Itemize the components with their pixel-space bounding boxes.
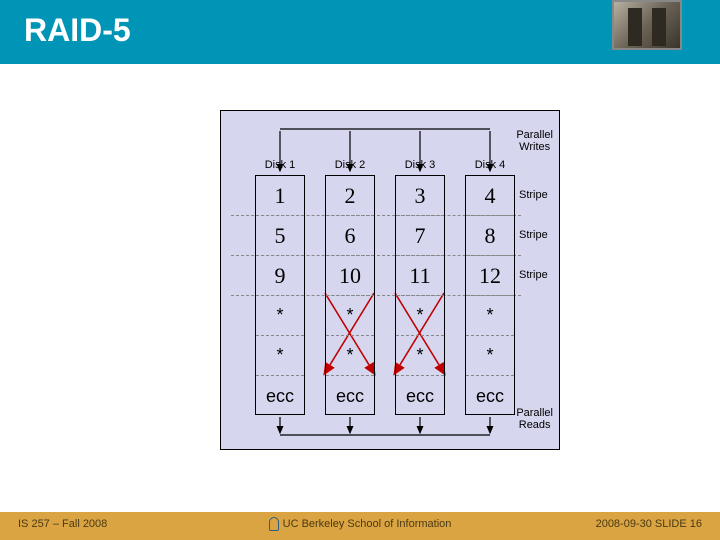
cell-d3-r1: 3 xyxy=(396,176,444,216)
cell-d1-r3: 9 xyxy=(256,256,304,296)
disk-header-3: Disk 3 xyxy=(390,159,450,171)
footer-center-text: UC Berkeley School of Information xyxy=(283,518,452,530)
cell-d4-r3: 12 xyxy=(466,256,514,296)
cell-d1-r1: 1 xyxy=(256,176,304,216)
disk-header-1: Disk 1 xyxy=(250,159,310,171)
cell-d1-r4: * xyxy=(256,296,304,336)
stripe-label-3: Stripe xyxy=(519,269,548,281)
disk-column-4: 4812**ecc xyxy=(465,175,515,415)
cell-d2-r3: 10 xyxy=(326,256,374,296)
cell-d2-r6: ecc xyxy=(326,376,374,416)
cell-d3-r5: * xyxy=(396,336,444,376)
disk-header-2: Disk 2 xyxy=(320,159,380,171)
cell-d2-r4: * xyxy=(326,296,374,336)
cell-d2-r1: 2 xyxy=(326,176,374,216)
footer-right: 2008-09-30 SLIDE 16 xyxy=(596,518,702,530)
parallel-reads-label: Parallel Reads xyxy=(516,407,553,431)
stripe-label-1: Stripe xyxy=(519,189,548,201)
cell-d4-r2: 8 xyxy=(466,216,514,256)
cell-d1-r2: 5 xyxy=(256,216,304,256)
parallel-reads-1: Parallel xyxy=(516,407,553,419)
cell-d1-r5: * xyxy=(256,336,304,376)
ischool-icon xyxy=(269,517,279,531)
slide: RAID-5 Parallel Writes Parallel Reads Di… xyxy=(0,0,720,540)
stripe-label-2: Stripe xyxy=(519,229,548,241)
parallel-writes-1: Parallel xyxy=(516,129,553,141)
title-text: RAID-5 xyxy=(24,12,131,49)
cell-d4-r4: * xyxy=(466,296,514,336)
cell-d4-r5: * xyxy=(466,336,514,376)
cell-d4-r1: 4 xyxy=(466,176,514,216)
raid-diagram: Parallel Writes Parallel Reads Disk 1 Dis… xyxy=(220,110,560,450)
cell-d3-r4: * xyxy=(396,296,444,336)
cell-d3-r2: 7 xyxy=(396,216,444,256)
parallel-reads-2: Reads xyxy=(519,419,551,431)
footer-bar: IS 257 – Fall 2008 UC Berkeley School of… xyxy=(0,512,720,540)
parallel-writes-label: Parallel Writes xyxy=(516,129,553,153)
cell-d3-r6: ecc xyxy=(396,376,444,416)
cell-d2-r5: * xyxy=(326,336,374,376)
cell-d1-r6: ecc xyxy=(256,376,304,416)
cell-d2-r2: 6 xyxy=(326,216,374,256)
disk-column-2: 2610**ecc xyxy=(325,175,375,415)
parallel-writes-2: Writes xyxy=(519,141,550,153)
cell-d4-r6: ecc xyxy=(466,376,514,416)
disk-column-1: 159**ecc xyxy=(255,175,305,415)
emblem-icon xyxy=(612,0,682,50)
disk-header-4: Disk 4 xyxy=(460,159,520,171)
cell-d3-r3: 11 xyxy=(396,256,444,296)
disk-column-3: 3711**ecc xyxy=(395,175,445,415)
